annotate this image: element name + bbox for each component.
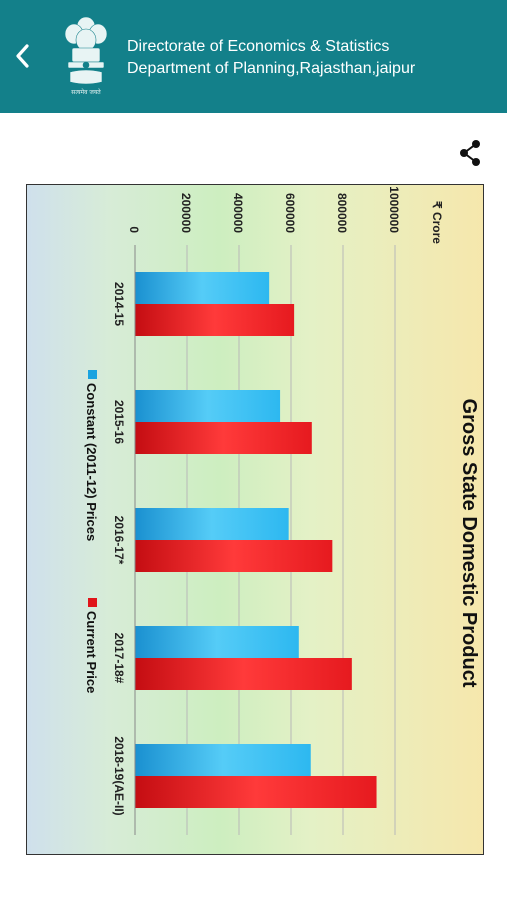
bar-constant-2017-18# xyxy=(135,626,299,658)
gsdp-chart-svg: 0 200000 400000 600000 800000 1000000 ₹ Crore G… xyxy=(27,185,483,854)
bar-constant-2015-16 xyxy=(135,390,281,422)
header-titles: Directorate of Economics & Statistics De… xyxy=(127,36,415,80)
category-label: 2018-19(AE-II) xyxy=(112,736,126,815)
category-label: 2017-18# xyxy=(112,633,126,684)
bar-current-2015-16 xyxy=(135,422,312,454)
back-button[interactable] xyxy=(8,40,38,72)
state-emblem-icon xyxy=(64,16,108,85)
y-tick-label: 800000 xyxy=(335,193,349,233)
legend-swatch-0 xyxy=(88,370,97,379)
unit-label: ₹ Crore xyxy=(430,201,444,244)
bar-constant-2018-19(AE-II) xyxy=(135,744,311,776)
chart-title: Gross State Domestic Product xyxy=(458,399,480,688)
bar-constant-2014-15 xyxy=(135,272,270,304)
y-tick-label: 1000000 xyxy=(387,186,401,233)
header-title-line2: Department of Planning,Rajasthan,jaipur xyxy=(127,60,416,77)
legend-label-1: Current Price xyxy=(84,611,99,693)
category-label: 2016-17* xyxy=(112,516,126,565)
y-tick-label: 400000 xyxy=(231,193,245,233)
bar-constant-2016-17* xyxy=(135,508,289,540)
app-header: सत्यमेव जयते Directorate of Economics & … xyxy=(0,0,507,113)
legend-label-0: Constant (2011-12) Prices xyxy=(84,383,99,541)
bar-current-2016-17* xyxy=(135,540,333,572)
share-button[interactable] xyxy=(455,139,485,167)
legend-swatch-1 xyxy=(88,598,97,607)
category-label: 2015-16 xyxy=(112,400,126,444)
gsdp-chart: 0 200000 400000 600000 800000 1000000 ₹ Crore G… xyxy=(26,184,484,855)
y-tick-label: 200000 xyxy=(179,193,193,233)
bar-current-2017-18# xyxy=(135,658,352,690)
bar-current-2018-19(AE-II) xyxy=(135,776,377,808)
bar-current-2014-15 xyxy=(135,304,295,336)
category-label: 2014-15 xyxy=(112,282,126,326)
emblem-motto: सत्यमेव जयते xyxy=(71,89,101,96)
chevron-left-icon xyxy=(16,44,29,68)
share-icon xyxy=(460,140,480,166)
chart-plot-group: 0 200000 400000 600000 800000 1000000 ₹ Crore G… xyxy=(84,186,480,835)
header-title-line1: Directorate of Economics & Statistics xyxy=(127,38,390,55)
y-tick-label: 0 xyxy=(127,226,141,233)
y-tick-label: 600000 xyxy=(283,193,297,233)
